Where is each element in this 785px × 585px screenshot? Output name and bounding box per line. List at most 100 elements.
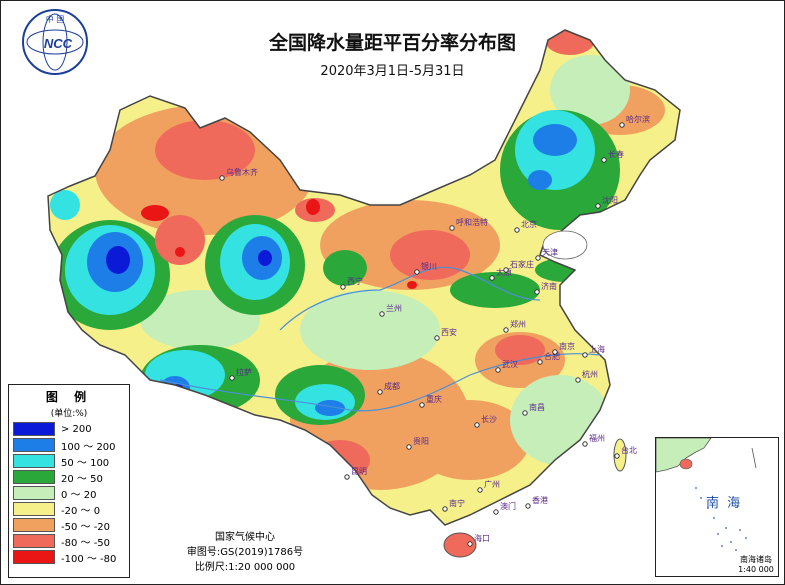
yangtze-river — [159, 353, 601, 412]
city-marker — [619, 122, 625, 128]
legend-item: 100 ～ 200 — [9, 437, 129, 453]
city-marker — [522, 410, 528, 416]
city-label: 天津 — [542, 247, 558, 257]
china-border — [47, 29, 681, 526]
city-marker — [474, 422, 480, 428]
city-marker — [534, 289, 540, 295]
city-label: 台北 — [621, 445, 637, 455]
legend-label: -80 ～ -50 — [61, 537, 111, 549]
city-marker — [377, 389, 383, 395]
inset-caption-title: 南海诸岛 — [740, 555, 772, 564]
city-label: 香港 — [532, 495, 548, 505]
city-label: 银川 — [421, 261, 437, 271]
city-label: 乌鲁木齐 — [226, 167, 258, 177]
city-label: 兰州 — [386, 303, 402, 313]
city-marker — [552, 349, 558, 355]
map-scale: 比例尺:1:20 000 000 — [194, 562, 296, 573]
south-china-sea-inset: 南 海 南海诸岛 1:40 000 000 — [655, 437, 779, 577]
city-label: 石家庄 — [510, 259, 534, 269]
logo-mark-text: NCC — [44, 36, 73, 51]
city-marker — [406, 444, 412, 450]
legend-label: 100 ～ 200 — [61, 441, 116, 453]
legend-item: > 200 — [9, 421, 129, 437]
legend-swatch — [13, 470, 55, 484]
legend-swatch — [13, 486, 55, 500]
city-label: 合肥 — [544, 351, 560, 361]
city-marker — [449, 225, 455, 231]
legend-label: 20 ～ 50 — [61, 473, 103, 485]
legend-label: 0 ～ 20 — [61, 489, 97, 501]
city-label: 海口 — [474, 533, 490, 543]
city-label: 南宁 — [449, 498, 465, 508]
city-label: 拉萨 — [236, 367, 252, 377]
map-subtitle: 2020年3月1日-5月31日 — [320, 64, 465, 79]
city-marker — [614, 453, 620, 459]
legend-item: 50 ～ 100 — [9, 453, 129, 469]
logo-top-text: 中 国 — [46, 14, 65, 24]
legend-label: > 200 — [61, 423, 92, 435]
inset-sea-label: 南 海 — [706, 496, 743, 511]
city-label: 福州 — [589, 434, 605, 443]
city-marker — [535, 255, 541, 261]
city-marker — [503, 327, 509, 333]
city-marker — [595, 203, 601, 209]
city-label: 成都 — [384, 381, 400, 391]
city-label: 武汉 — [502, 359, 518, 369]
legend-label: -100 ～ -80 — [61, 553, 117, 565]
bohai-sea — [542, 230, 588, 260]
map-credits: 国家气候中心 审图号:GS(2019)1786号 比例尺:1:20 000 00… — [160, 530, 330, 575]
city-marker — [582, 441, 588, 447]
review-number: 审图号:GS(2019)1786号 — [186, 547, 304, 558]
hainan-island — [443, 532, 477, 558]
city-marker — [493, 509, 499, 515]
city-label: 西宁 — [347, 276, 363, 286]
city-label: 呼和浩特 — [456, 217, 488, 227]
city-label: 南京 — [559, 341, 575, 351]
legend-title: 图 例 — [45, 390, 93, 404]
city-marker — [467, 541, 473, 547]
legend-item: 0 ～ 20 — [9, 485, 129, 501]
city-label: 杭州 — [582, 369, 598, 379]
inset-caption: 南海诸岛 1:40 000 000 — [734, 555, 778, 576]
city-marker — [219, 175, 225, 181]
city-marker — [344, 474, 350, 480]
legend-item: -50 ～ -20 — [9, 517, 129, 533]
city-label: 上海 — [589, 344, 605, 354]
city-marker — [489, 275, 495, 281]
city-label: 贵阳 — [413, 436, 429, 446]
city-marker — [503, 267, 509, 273]
city-marker — [477, 487, 483, 493]
city-marker — [575, 377, 581, 383]
city-label: 沈阳 — [602, 195, 618, 205]
legend-swatch — [13, 502, 55, 516]
city-marker — [419, 402, 425, 408]
city-label: 澳门 — [500, 501, 516, 511]
city-label: 郑州 — [510, 319, 526, 329]
city-label: 济南 — [541, 281, 557, 291]
legend-item: -80 ～ -50 — [9, 533, 129, 549]
city-marker — [414, 269, 420, 275]
legend-swatch — [13, 454, 55, 468]
legend-item: -20 ～ 0 — [9, 501, 129, 517]
city-marker — [495, 367, 501, 373]
inset-map — [656, 438, 757, 551]
legend-item: 20 ～ 50 — [9, 469, 129, 485]
agency-name: 国家气候中心 — [215, 532, 275, 543]
ncc-logo: 中 国 NCC — [22, 9, 88, 75]
legend-swatch — [13, 550, 55, 564]
city-label: 昆明 — [351, 467, 367, 476]
city-label: 西安 — [441, 327, 457, 337]
city-marker — [514, 227, 520, 233]
city-marker — [229, 375, 235, 381]
city-label: 长春 — [608, 149, 624, 159]
city-label: 北京 — [521, 219, 537, 229]
legend-swatch — [13, 518, 55, 532]
legend-label: 50 ～ 100 — [61, 457, 110, 469]
city-marker — [601, 157, 607, 163]
legend-unit: (单位:%) — [50, 409, 88, 419]
legend-swatch — [13, 422, 55, 436]
city-label: 长沙 — [481, 414, 497, 424]
city-marker — [525, 503, 531, 509]
